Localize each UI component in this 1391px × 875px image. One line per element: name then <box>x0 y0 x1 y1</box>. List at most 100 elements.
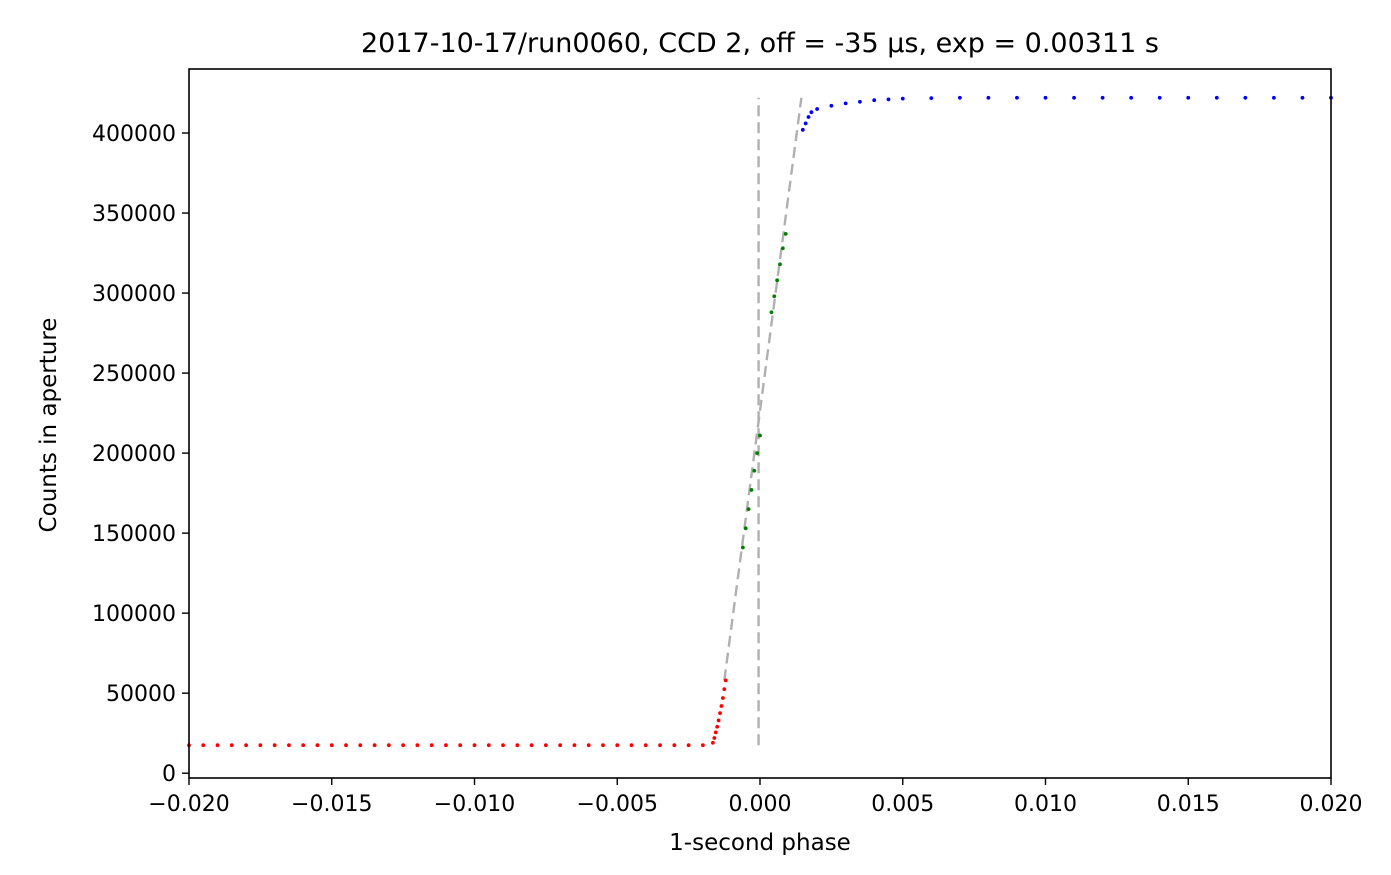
data-point <box>712 736 717 740</box>
data-point <box>715 724 720 729</box>
data-point <box>601 743 605 748</box>
x-tick-label: 0.015 <box>1157 792 1220 817</box>
data-point <box>629 743 634 748</box>
data-point <box>900 96 905 101</box>
data-point <box>329 743 334 748</box>
x-tick-label: −0.015 <box>291 792 372 817</box>
data-point <box>486 743 491 748</box>
data-point <box>1300 95 1305 100</box>
y-tick-label: 200000 <box>92 442 176 467</box>
data-point <box>772 294 777 299</box>
x-axis-title: 1-second phase <box>669 830 851 856</box>
data-point <box>558 743 563 748</box>
data-point <box>444 743 448 748</box>
y-tick-label: 350000 <box>92 202 176 227</box>
y-tick-label: 0 <box>162 762 176 787</box>
data-point <box>843 101 848 106</box>
data-point <box>780 246 785 251</box>
y-tick-label: 400000 <box>92 122 176 147</box>
data-point <box>215 743 220 748</box>
data-point <box>244 743 249 748</box>
data-point <box>809 110 814 115</box>
y-axis-title: Counts in aperture <box>36 318 62 533</box>
data-point <box>769 310 774 315</box>
data-point <box>1072 95 1076 100</box>
x-axis: −0.020 −0.015 −0.010 −0.005 0.000 0.005 0.010 0… <box>148 778 1362 817</box>
series-0 <box>187 678 728 748</box>
data-point <box>1272 95 1276 100</box>
y-tick-label: 250000 <box>92 362 176 387</box>
x-tick-label: 0.010 <box>1014 792 1077 817</box>
data-point <box>886 97 891 102</box>
data-point <box>515 743 520 748</box>
data-point <box>658 743 662 748</box>
data-point <box>344 743 348 748</box>
data-point <box>358 743 363 748</box>
data-point <box>615 743 620 748</box>
data-point <box>643 743 648 748</box>
data-point <box>301 743 306 748</box>
data-point <box>806 115 811 119</box>
data-point <box>1243 95 1248 100</box>
data-point <box>672 743 677 748</box>
data-point <box>586 743 591 748</box>
data-point <box>800 127 805 132</box>
plot-area <box>187 95 1333 748</box>
data-point <box>315 743 320 748</box>
data-point <box>1157 95 1162 100</box>
y-tick-label: 300000 <box>92 282 176 307</box>
x-tick-label: −0.005 <box>577 792 658 817</box>
y-tick-label: 150000 <box>92 522 176 547</box>
data-point <box>957 95 962 100</box>
x-tick-label: 0.005 <box>871 792 934 817</box>
data-point <box>1186 95 1191 100</box>
data-point <box>472 743 477 748</box>
data-point <box>1043 95 1048 100</box>
data-point <box>686 743 691 748</box>
data-point <box>501 743 505 748</box>
data-point <box>929 96 934 101</box>
data-point <box>752 468 757 473</box>
data-point <box>872 98 877 103</box>
data-point <box>701 743 705 748</box>
data-point <box>986 95 991 100</box>
data-point <box>775 278 780 283</box>
data-point <box>778 262 782 267</box>
data-point <box>543 743 548 748</box>
chart-title: 2017-10-17/run0060, CCD 2, off = -35 μs,… <box>361 28 1159 59</box>
data-point <box>1214 95 1219 100</box>
data-point <box>258 743 263 748</box>
data-point <box>743 526 748 531</box>
data-point <box>720 696 725 700</box>
x-tick-label: 0.000 <box>729 792 792 817</box>
y-tick-label: 100000 <box>92 602 176 627</box>
x-tick-label: 0.020 <box>1300 792 1363 817</box>
data-point <box>287 743 291 748</box>
data-point <box>713 730 718 735</box>
series-2 <box>800 95 1333 132</box>
data-point <box>858 99 862 104</box>
data-point <box>415 743 420 748</box>
x-tick-label: −0.010 <box>434 792 515 817</box>
data-point <box>529 743 534 748</box>
reference-line-1 <box>723 97 803 681</box>
data-point <box>723 678 728 683</box>
data-point <box>755 451 760 456</box>
y-tick-label: 50000 <box>106 682 176 707</box>
data-point <box>746 507 751 512</box>
data-point <box>572 743 577 748</box>
data-point <box>719 704 724 708</box>
data-point <box>201 743 206 748</box>
data-point <box>758 433 762 438</box>
data-point <box>718 711 722 716</box>
data-point <box>722 687 727 692</box>
data-point <box>803 121 808 126</box>
data-point <box>429 743 434 748</box>
data-point <box>458 743 463 748</box>
data-point <box>829 103 834 108</box>
data-point <box>740 545 745 550</box>
data-point <box>710 740 715 745</box>
data-point <box>1015 95 1019 100</box>
data-point <box>1100 95 1105 100</box>
data-point <box>815 107 819 111</box>
